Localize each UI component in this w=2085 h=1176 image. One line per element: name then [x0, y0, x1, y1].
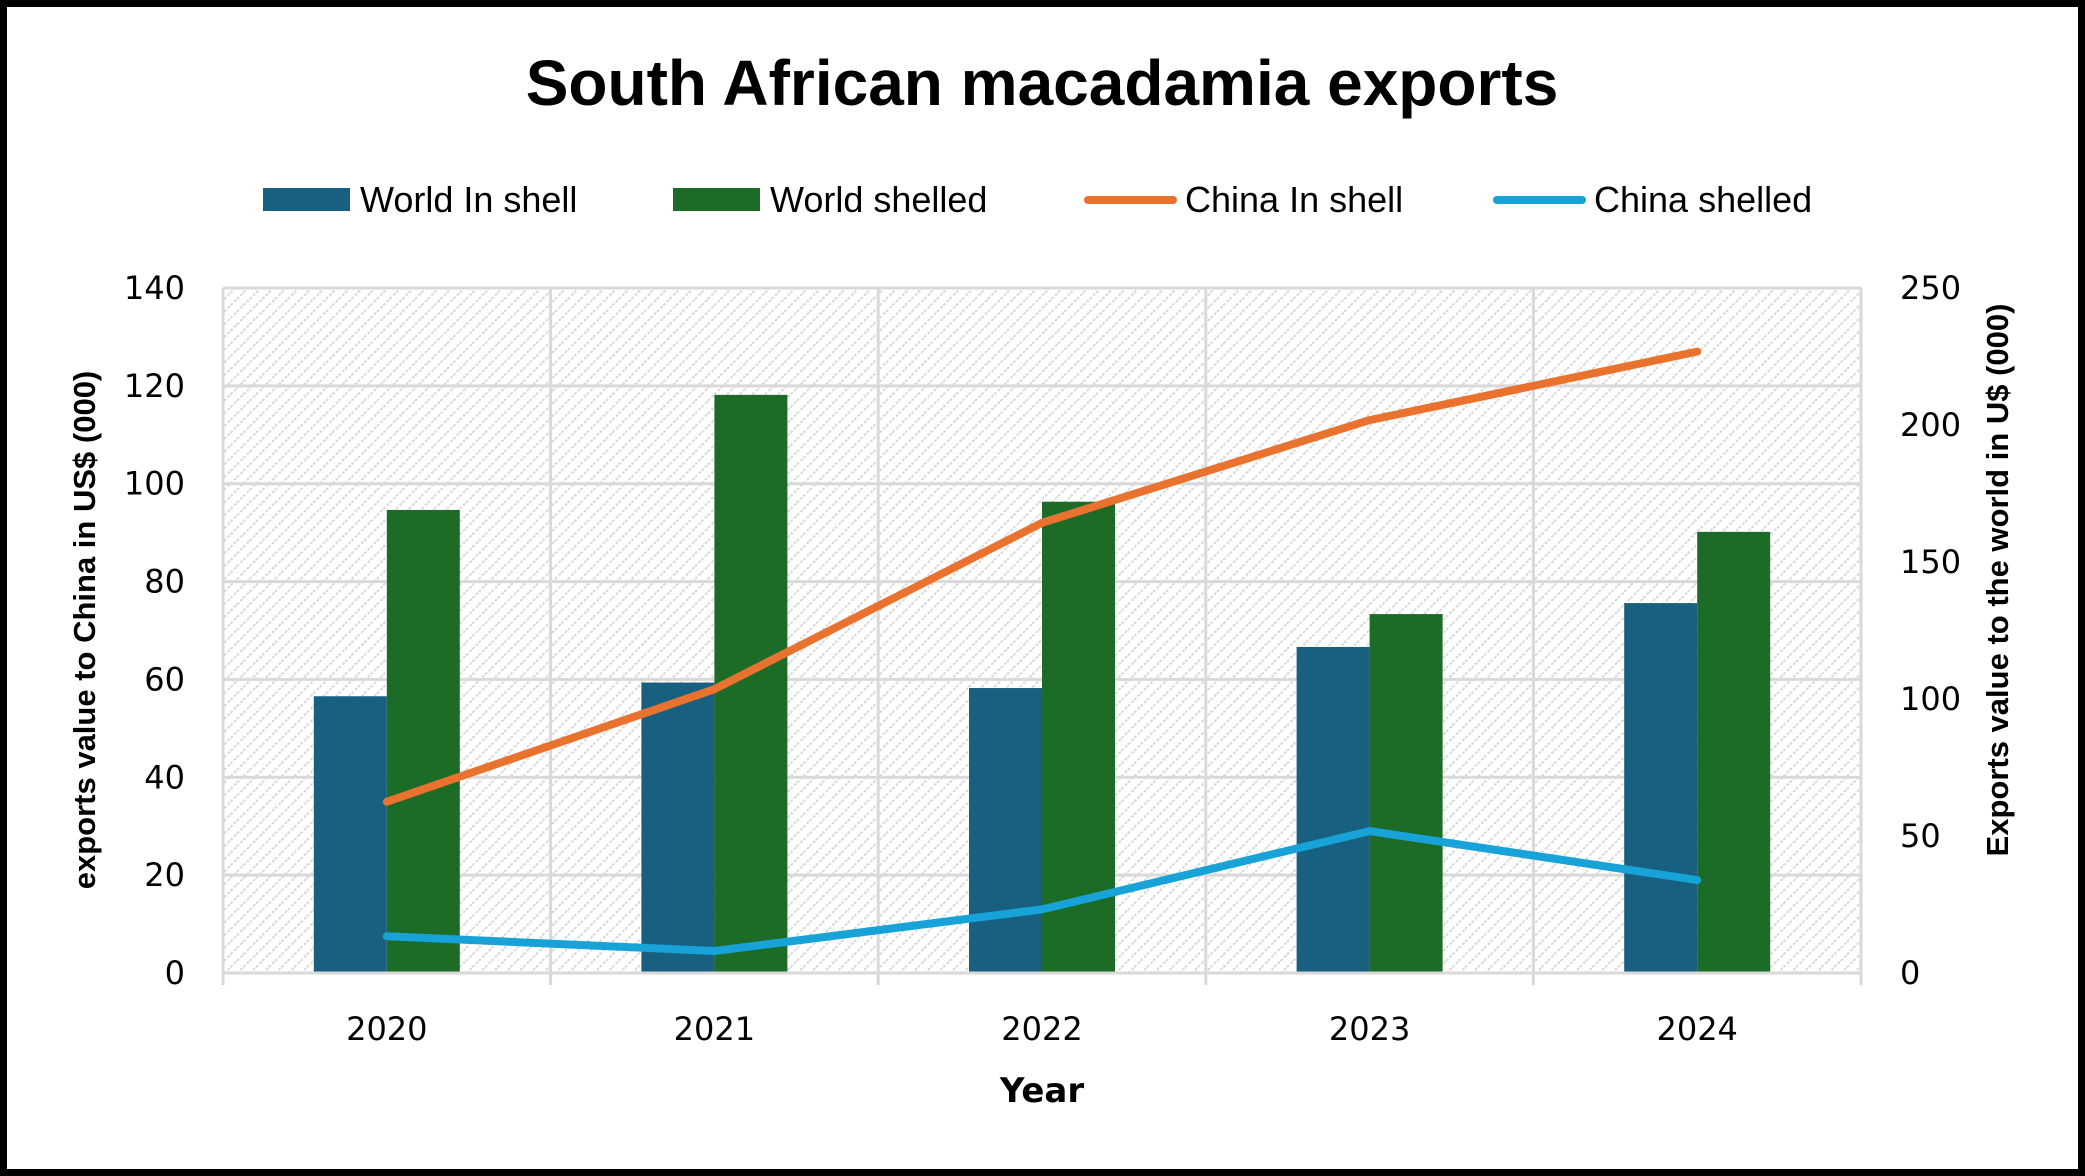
- y-right-tick-label: 200: [1900, 406, 1961, 444]
- legend-item-world-in-shell: World In shell: [263, 179, 577, 220]
- legend-label: China In shell: [1185, 179, 1403, 220]
- legend: World In shell World shelled China In shel…: [263, 179, 1812, 220]
- bar-world-in-shell-2024: [1624, 603, 1698, 973]
- bar-world-shelled-2024: [1697, 531, 1771, 973]
- x-tick-label: 2021: [674, 1010, 755, 1048]
- y-axis-right: 0 50 100 150 200 250: [1900, 269, 1961, 992]
- bar-world-shelled-2023: [1369, 614, 1443, 973]
- x-tick-label: 2020: [346, 1010, 427, 1048]
- bar-world-in-shell-2022: [969, 688, 1042, 973]
- y-left-tick-label: 60: [144, 660, 185, 698]
- bar-world-in-shell-2023: [1296, 646, 1370, 973]
- bar-world-in-shell-2020: [313, 696, 387, 973]
- y-axis-right-title: Exports value to the world in U$ (000): [1980, 304, 2015, 857]
- y-right-tick-label: 100: [1900, 680, 1961, 718]
- y-left-tick-label: 80: [144, 563, 185, 601]
- y-left-tick-label: 20: [144, 856, 185, 894]
- y-axis-left-title: exports value to China in US$ (000): [67, 371, 102, 890]
- x-axis-title: Year: [999, 1071, 1085, 1111]
- x-tick-label: 2024: [1656, 1010, 1737, 1048]
- x-tick-label: 2022: [1001, 1010, 1082, 1048]
- x-axis: 2020 2021 2022 2023 2024: [223, 971, 1861, 1048]
- y-left-tick-label: 40: [144, 758, 185, 796]
- y-right-tick-label: 150: [1900, 543, 1961, 581]
- legend-swatch: [673, 188, 760, 211]
- legend-item-china-shelled: China shelled: [1493, 179, 1812, 220]
- y-left-tick-label: 0: [165, 954, 185, 992]
- legend-item-china-in-shell: China In shell: [1084, 179, 1403, 220]
- y-axis-left: 0 20 40 60 80 100 120 140: [124, 269, 185, 992]
- chart: South African macadamia exports World In…: [67, 47, 2015, 1111]
- chart-title: South African macadamia exports: [526, 47, 1559, 119]
- y-left-tick-label: 100: [124, 465, 185, 503]
- legend-label: World In shell: [360, 179, 577, 220]
- y-right-tick-label: 50: [1900, 817, 1941, 855]
- bar-world-shelled-2020: [386, 509, 460, 973]
- y-left-tick-label: 140: [124, 269, 185, 307]
- x-tick-label: 2023: [1329, 1010, 1410, 1048]
- legend-swatch: [263, 188, 350, 211]
- legend-item-world-shelled: World shelled: [673, 179, 987, 220]
- legend-label: China shelled: [1594, 179, 1812, 220]
- bar-world-in-shell-2021: [641, 682, 715, 973]
- bars: [313, 394, 1771, 973]
- y-right-tick-label: 250: [1900, 269, 1961, 307]
- chart-frame: South African macadamia exports World In…: [7, 7, 2078, 1169]
- lines: [382, 347, 1702, 955]
- y-right-tick-label: 0: [1900, 954, 1920, 992]
- y-left-tick-label: 120: [124, 367, 185, 405]
- legend-label: World shelled: [770, 179, 987, 220]
